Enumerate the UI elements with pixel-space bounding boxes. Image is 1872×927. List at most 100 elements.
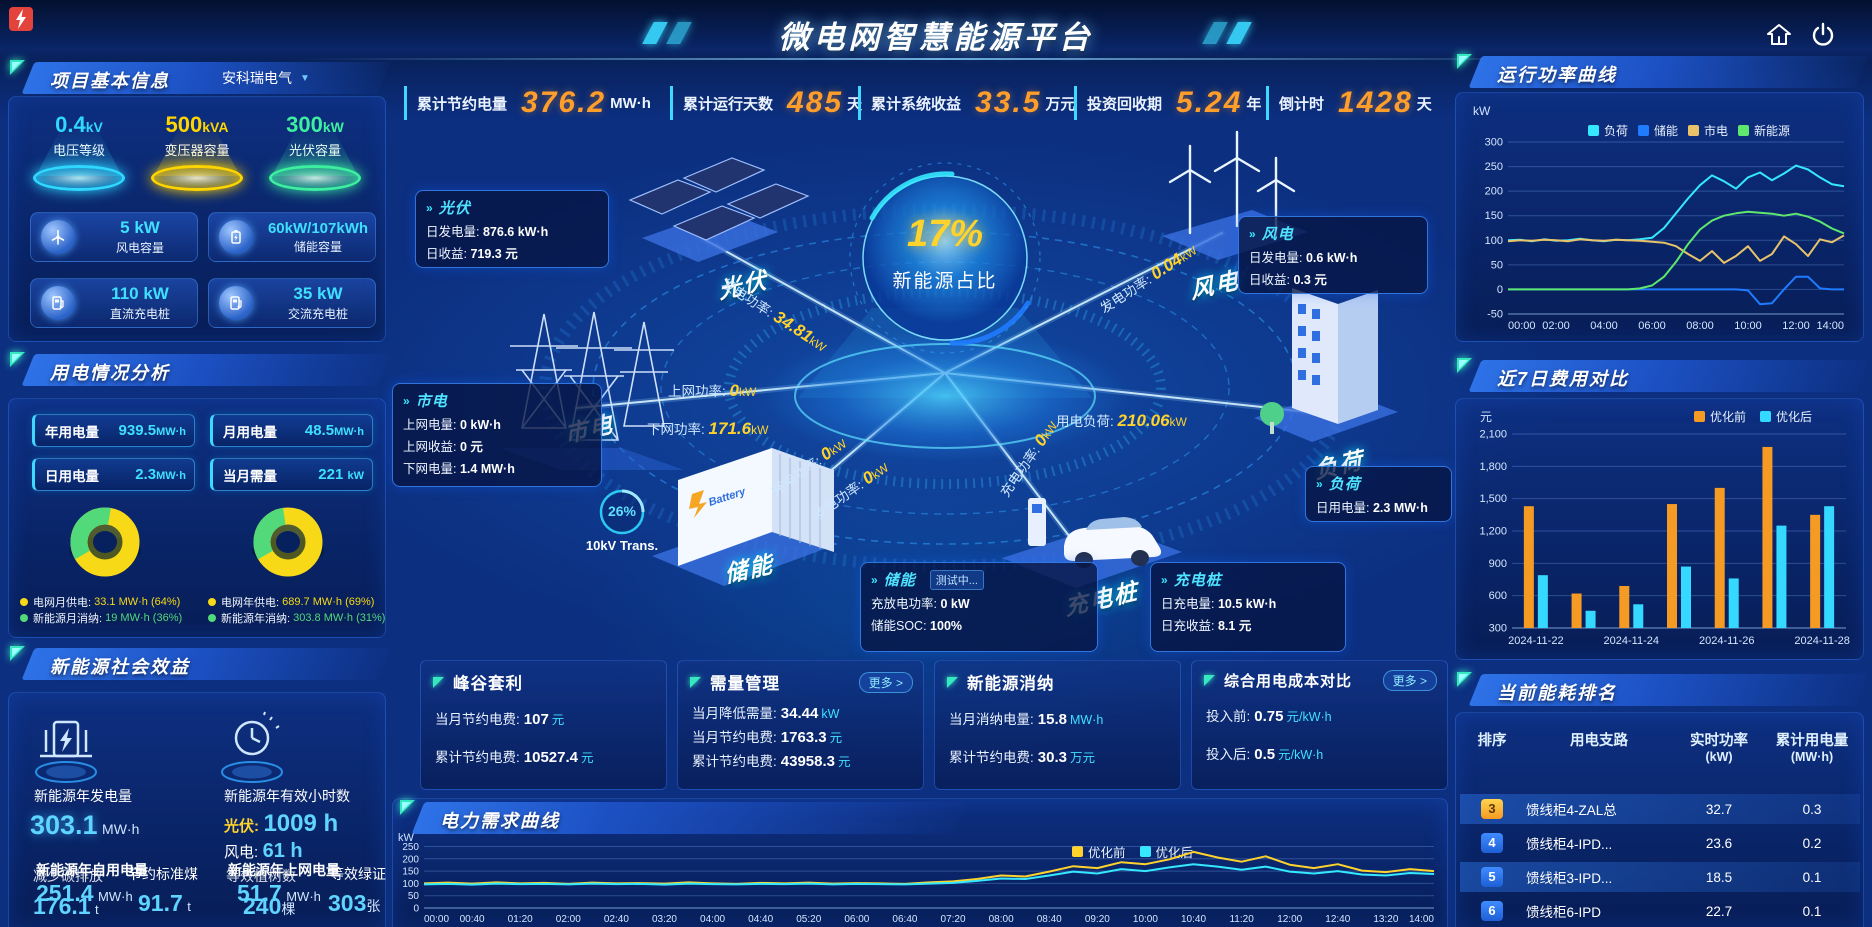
dc-charger-icon	[41, 286, 75, 320]
kpi-run-days: 累计运行天数 485 天	[670, 86, 862, 120]
svg-text:00:40: 00:40	[460, 914, 485, 925]
svg-text:06:40: 06:40	[892, 914, 917, 925]
panel-corner-icon	[400, 800, 415, 815]
rank-badge: 6	[1481, 901, 1503, 921]
power-icon	[1812, 22, 1834, 46]
kpi-countdown: 倒计时 1428 天	[1266, 86, 1450, 120]
kpi-payback: 投资回收期 5.24 年	[1074, 86, 1266, 120]
home-icon	[1767, 24, 1791, 45]
svg-text:04:00: 04:00	[1590, 320, 1618, 332]
hub-label: 新能源占比	[892, 271, 998, 292]
card-wind-capacity: 5 kW 风电容量	[30, 212, 198, 262]
legend-item-after[interactable]: 优化后	[1760, 408, 1812, 425]
tree-value: 240棵	[243, 893, 296, 919]
power-button[interactable]	[1806, 18, 1840, 52]
legend-item-renewable[interactable]: 新能源	[1738, 122, 1790, 139]
svg-text:11:20: 11:20	[1229, 914, 1254, 925]
svg-text:1,200: 1,200	[1479, 526, 1507, 538]
legend-item-load[interactable]: 负荷	[1588, 122, 1628, 139]
demand-more-button[interactable]: 更多 >	[858, 671, 913, 693]
rank-panel-title: 当前能耗排名	[1497, 683, 1617, 703]
company-selector[interactable]: 安科瑞电气 ▼	[222, 68, 310, 88]
svg-text:08:00: 08:00	[1686, 320, 1714, 332]
legend-item-storage[interactable]: 储能	[1638, 122, 1678, 139]
kpi-bar: 累计节约电量 376.2 MW·h 累计运行天数 485 天 累计系统收益 33…	[404, 86, 1450, 120]
legend-renew-year[interactable]: 新能源年消纳: 303.8 MW·h (31%)	[208, 610, 385, 626]
svg-text:09:20: 09:20	[1085, 914, 1110, 925]
chevron-right-icon: »	[1161, 572, 1168, 587]
svg-text:02:00: 02:00	[1542, 320, 1570, 332]
col-energy: 累计用电量 (MW·h)	[1775, 733, 1849, 765]
svg-text:100: 100	[1485, 235, 1503, 247]
legend-item-before[interactable]: 优化前	[1694, 408, 1746, 425]
app-logo-icon[interactable]	[8, 6, 34, 32]
legend-item-after[interactable]: 优化后	[1139, 842, 1193, 861]
svg-text:07:20: 07:20	[941, 914, 966, 925]
charger-info-box: » 充电桩 日充电量: 10.5 kW·h 日充收益: 8.1 元	[1150, 562, 1346, 652]
svg-text:01:20: 01:20	[508, 914, 533, 925]
pedestal-pv-capacity: 300kW 光伏容量	[256, 112, 374, 191]
home-button[interactable]	[1762, 18, 1796, 52]
kpi-saved-energy: 累计节约电量 376.2 MW·h	[404, 86, 670, 120]
card-storage-capacity: 60kW/107kWh 储能容量	[208, 212, 376, 262]
coal-value: 91.7 t	[138, 890, 191, 916]
svg-text:100: 100	[402, 879, 419, 890]
company-selector-value: 安科瑞电气	[222, 70, 292, 86]
chevron-right-icon: »	[426, 200, 433, 215]
gen-value: 303.1 MW·h	[30, 810, 140, 840]
cert-value: 303张	[328, 890, 381, 916]
page-title: 微电网智慧能源平台	[778, 20, 1094, 55]
svg-text:300: 300	[1485, 137, 1503, 149]
export-label: 新能源年上网电量	[228, 862, 340, 878]
cost-panel-header: 近7日费用对比	[1457, 358, 1869, 392]
wind-turbine-icon	[41, 220, 75, 254]
svg-text:2024-11-26: 2024-11-26	[1699, 635, 1754, 647]
card-dc-charger: 110 kW 直流充电桩	[30, 278, 198, 328]
power-panel-header: 运行功率曲线	[1457, 54, 1869, 88]
legend-grid-month[interactable]: 电网月供电: 33.1 MW·h (64%)	[20, 594, 180, 610]
project-panel-title: 项目基本信息	[50, 71, 170, 91]
usage-panel-title: 用电情况分析	[50, 363, 170, 383]
svg-text:900: 900	[1489, 558, 1507, 570]
ac-charger-icon	[219, 286, 253, 320]
svg-text:-50: -50	[1487, 309, 1503, 321]
legend-grid-year[interactable]: 电网年供电: 689.7 MW·h (69%)	[208, 594, 374, 610]
col-branch: 用电支路	[1570, 733, 1628, 749]
svg-text:00:00: 00:00	[424, 914, 449, 925]
svg-text:04:00: 04:00	[700, 914, 725, 925]
pv-info-box: » 光伏 日发电量: 876.6 kW·h 日收益: 719.3 元	[415, 190, 609, 268]
flow-grid-up: 上网功率: 0kW	[668, 381, 757, 400]
self-use-value: 251.4 MW·h	[36, 880, 133, 906]
rank-row-6[interactable]: 6 馈线柜6-IPD 22.7 0.1	[1460, 896, 1860, 926]
rank-row-4[interactable]: 4 馈线柜4-IPD... 23.6 0.2	[1460, 828, 1860, 858]
cert-label: 等效绿证	[330, 866, 386, 882]
svg-text:12:00: 12:00	[1782, 320, 1810, 332]
metric-corner-icon	[1204, 675, 1215, 686]
panel-corner-icon	[1457, 672, 1472, 687]
svg-text:06:00: 06:00	[1638, 320, 1666, 332]
carbon-value: 176.1 t	[33, 893, 99, 919]
rank-row-5[interactable]: 5 馈线柜3-IPD... 18.5 0.1	[1460, 862, 1860, 892]
legend-item-grid[interactable]: 市电	[1688, 122, 1728, 139]
demand-legend: 优化前 优化后	[1072, 842, 1193, 861]
legend-item-before[interactable]: 优化前	[1072, 842, 1126, 861]
power-curve-chart: 300 250 200 150 100 50 0 -50 00:00 02:00 04:00 06:0…	[1485, 137, 1845, 332]
panel-corner-icon	[10, 646, 25, 661]
rank-row-3[interactable]: 3 馈线柜4-ZAL总 32.7 0.3	[1460, 794, 1860, 824]
demand-y-unit: kW	[398, 832, 414, 844]
svg-text:12:00: 12:00	[1277, 914, 1302, 925]
rank-table-header: 排序 用电支路 实时功率 (kW) 累计用电量 (MW·h)	[1460, 732, 1860, 766]
benefit-panel-title: 新能源社会效益	[50, 657, 190, 677]
kpi-revenue: 累计系统收益 33.5 万元	[858, 86, 1075, 120]
transformer-percent: 26%	[607, 503, 637, 519]
benefit-panel-header: 新能源社会效益	[10, 646, 391, 680]
cost-more-button[interactable]: 更多 >	[1382, 670, 1437, 691]
year-donut-chart	[252, 507, 324, 577]
panel-corner-icon	[1457, 358, 1472, 373]
load-info-box: » 负荷 日用电量: 2.3 MW·h	[1305, 466, 1452, 522]
legend-renew-month[interactable]: 新能源月消纳: 19 MW·h (36%)	[20, 610, 182, 626]
hub-percent: 17%	[906, 213, 984, 255]
